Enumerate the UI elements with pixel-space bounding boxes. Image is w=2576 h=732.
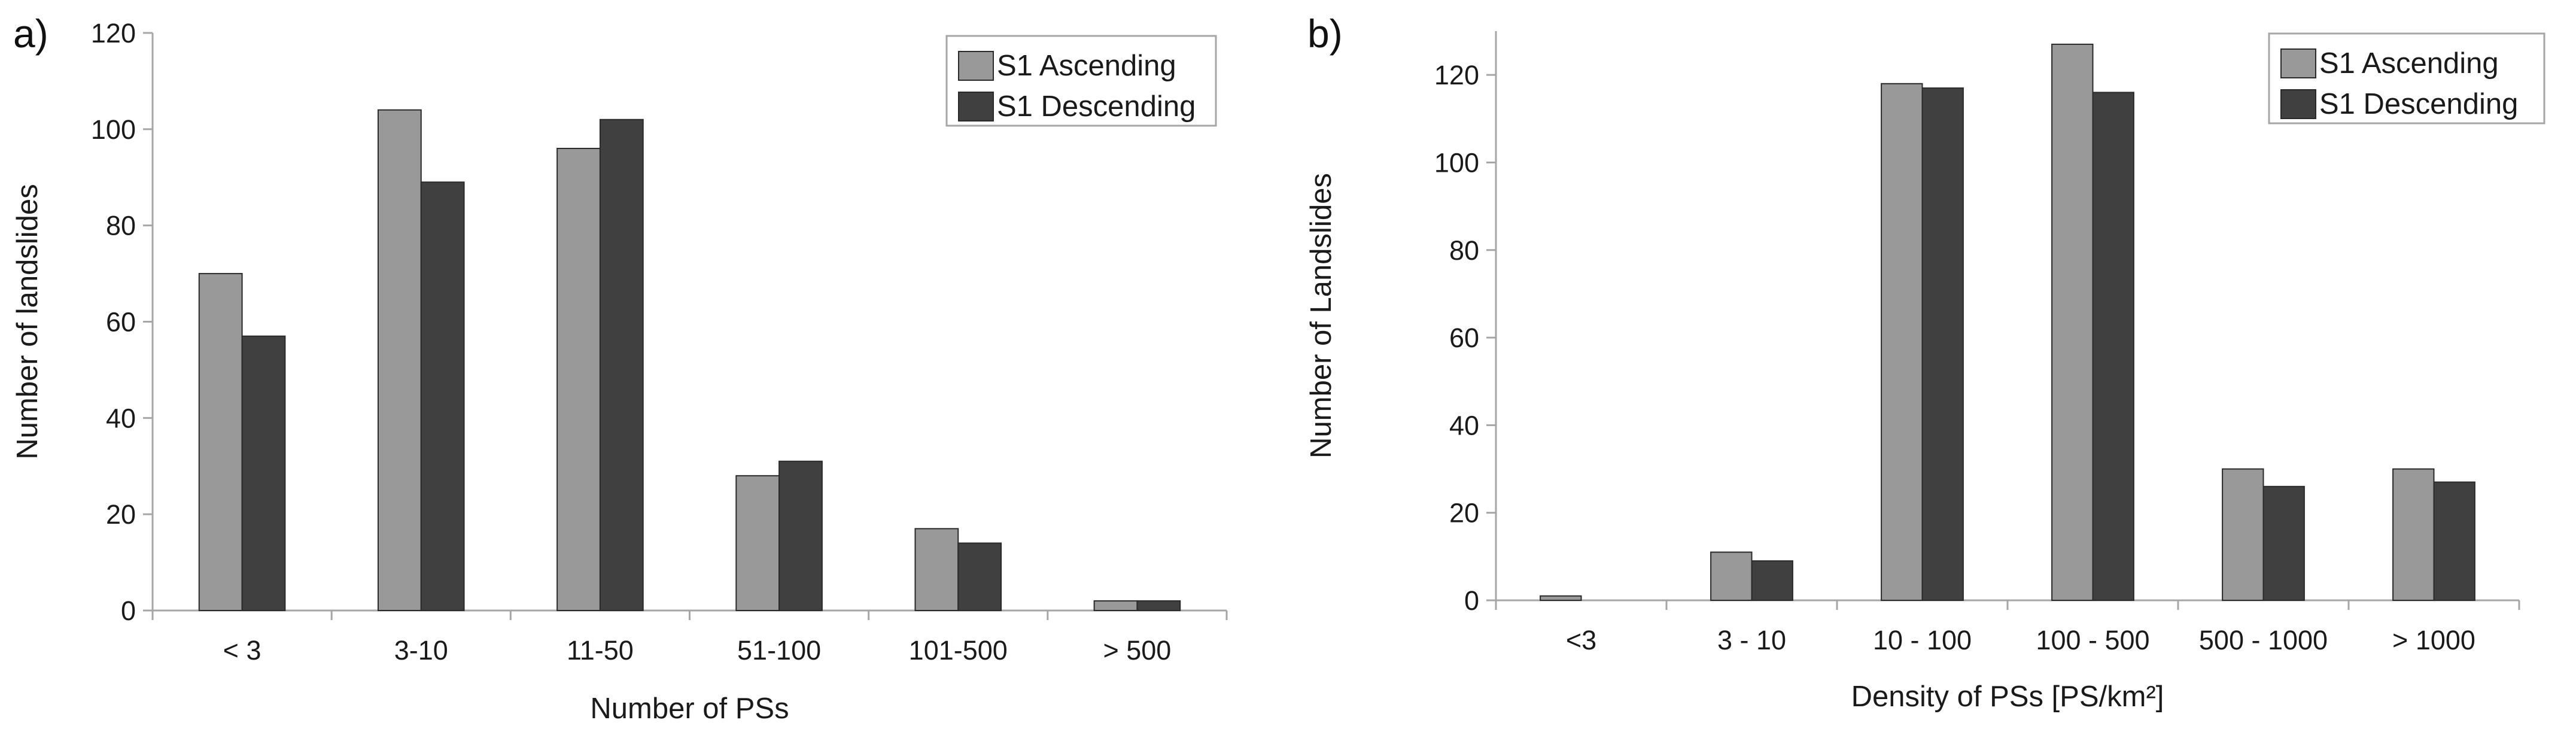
y-tick-label: 120 bbox=[1434, 60, 1479, 90]
legend-label: S1 Ascending bbox=[2319, 47, 2499, 80]
y-tick-label: 20 bbox=[106, 499, 136, 530]
bar bbox=[198, 273, 243, 612]
bar bbox=[2433, 481, 2475, 601]
x-tick-label: 51-100 bbox=[737, 635, 821, 666]
bar bbox=[241, 335, 286, 611]
bar bbox=[914, 528, 959, 612]
y-tick-label: 60 bbox=[106, 307, 136, 338]
legend-swatch bbox=[958, 51, 994, 81]
bar bbox=[2392, 468, 2435, 601]
bar-chart-b: 0 20 40 60 80 100 120 <3 3 - 10 10 - 100 100 - 500… bbox=[1305, 31, 2545, 713]
legend-swatch bbox=[2280, 48, 2316, 78]
x-tick-label: 101-500 bbox=[909, 635, 1008, 666]
panel-label: b) bbox=[1307, 11, 1343, 56]
x-tick-label: <3 bbox=[1566, 625, 1596, 655]
bar bbox=[1136, 600, 1181, 612]
panel-label: a) bbox=[13, 11, 48, 56]
bar bbox=[1751, 560, 1793, 602]
bar bbox=[2092, 92, 2134, 601]
x-tick-label: 11-50 bbox=[567, 635, 634, 666]
legend-swatch bbox=[958, 92, 994, 122]
x-tick-label: 100 - 500 bbox=[2036, 625, 2149, 655]
x-tick-label: 10 - 100 bbox=[1873, 625, 1972, 655]
y-tick-label: 100 bbox=[1434, 147, 1479, 178]
bar bbox=[599, 119, 644, 611]
y-axis-title: Number of Landslides bbox=[1305, 173, 1337, 458]
bar bbox=[1921, 87, 1964, 602]
x-axis-title: Density of PSs [PS/km²] bbox=[1851, 681, 2164, 713]
bar bbox=[2222, 468, 2264, 601]
y-tick-label: 60 bbox=[1449, 323, 1479, 353]
y-tick-label: 0 bbox=[121, 596, 136, 626]
x-tick-label: 3-10 bbox=[394, 635, 448, 666]
legend-label: S1 Ascending bbox=[997, 50, 1176, 82]
bar bbox=[957, 542, 1002, 612]
bar bbox=[2051, 43, 2094, 601]
bar bbox=[1881, 83, 1923, 602]
chart-panel-a: a) 0 20 40 60 80 100 120 < 3 3-10 11-50 51-100 101-… bbox=[11, 11, 1228, 725]
y-tick-label: 20 bbox=[1449, 498, 1479, 529]
y-tick-label: 120 bbox=[91, 18, 136, 48]
y-axis-title: Number of landslides bbox=[11, 184, 44, 459]
y-tick-label: 40 bbox=[1449, 410, 1479, 441]
x-tick-label: > 1000 bbox=[2392, 625, 2475, 655]
legend-label: S1 Descending bbox=[997, 90, 1196, 123]
bar bbox=[377, 109, 422, 611]
x-tick-label: < 3 bbox=[223, 635, 261, 666]
y-tick-label: 80 bbox=[106, 211, 136, 241]
bar bbox=[1540, 595, 1582, 602]
bar-chart-a: 0 20 40 60 80 100 120 < 3 3-10 11-50 51-100 101-500… bbox=[11, 18, 1228, 725]
bar bbox=[2262, 485, 2305, 601]
x-tick-label: 3 - 10 bbox=[1717, 625, 1786, 655]
legend-label: S1 Descending bbox=[2319, 88, 2518, 120]
bar bbox=[735, 475, 780, 611]
chart-panel-b: b) 0 20 40 60 80 100 120 <3 3 - 10 10 - 100 100 - … bbox=[1292, 0, 2576, 732]
x-axis-title: Number of PSs bbox=[590, 692, 789, 725]
y-tick-label: 40 bbox=[106, 403, 136, 433]
bar bbox=[1093, 600, 1138, 612]
bar bbox=[420, 181, 465, 611]
legend-swatch bbox=[2280, 89, 2316, 119]
y-tick-label: 100 bbox=[91, 114, 136, 145]
y-tick-label: 80 bbox=[1449, 235, 1479, 266]
bar bbox=[556, 148, 601, 611]
bar bbox=[778, 460, 823, 611]
bar bbox=[1710, 551, 1753, 601]
y-tick-label: 0 bbox=[1464, 585, 1479, 616]
x-tick-label: 500 - 1000 bbox=[2199, 625, 2328, 655]
x-tick-label: > 500 bbox=[1103, 635, 1171, 666]
